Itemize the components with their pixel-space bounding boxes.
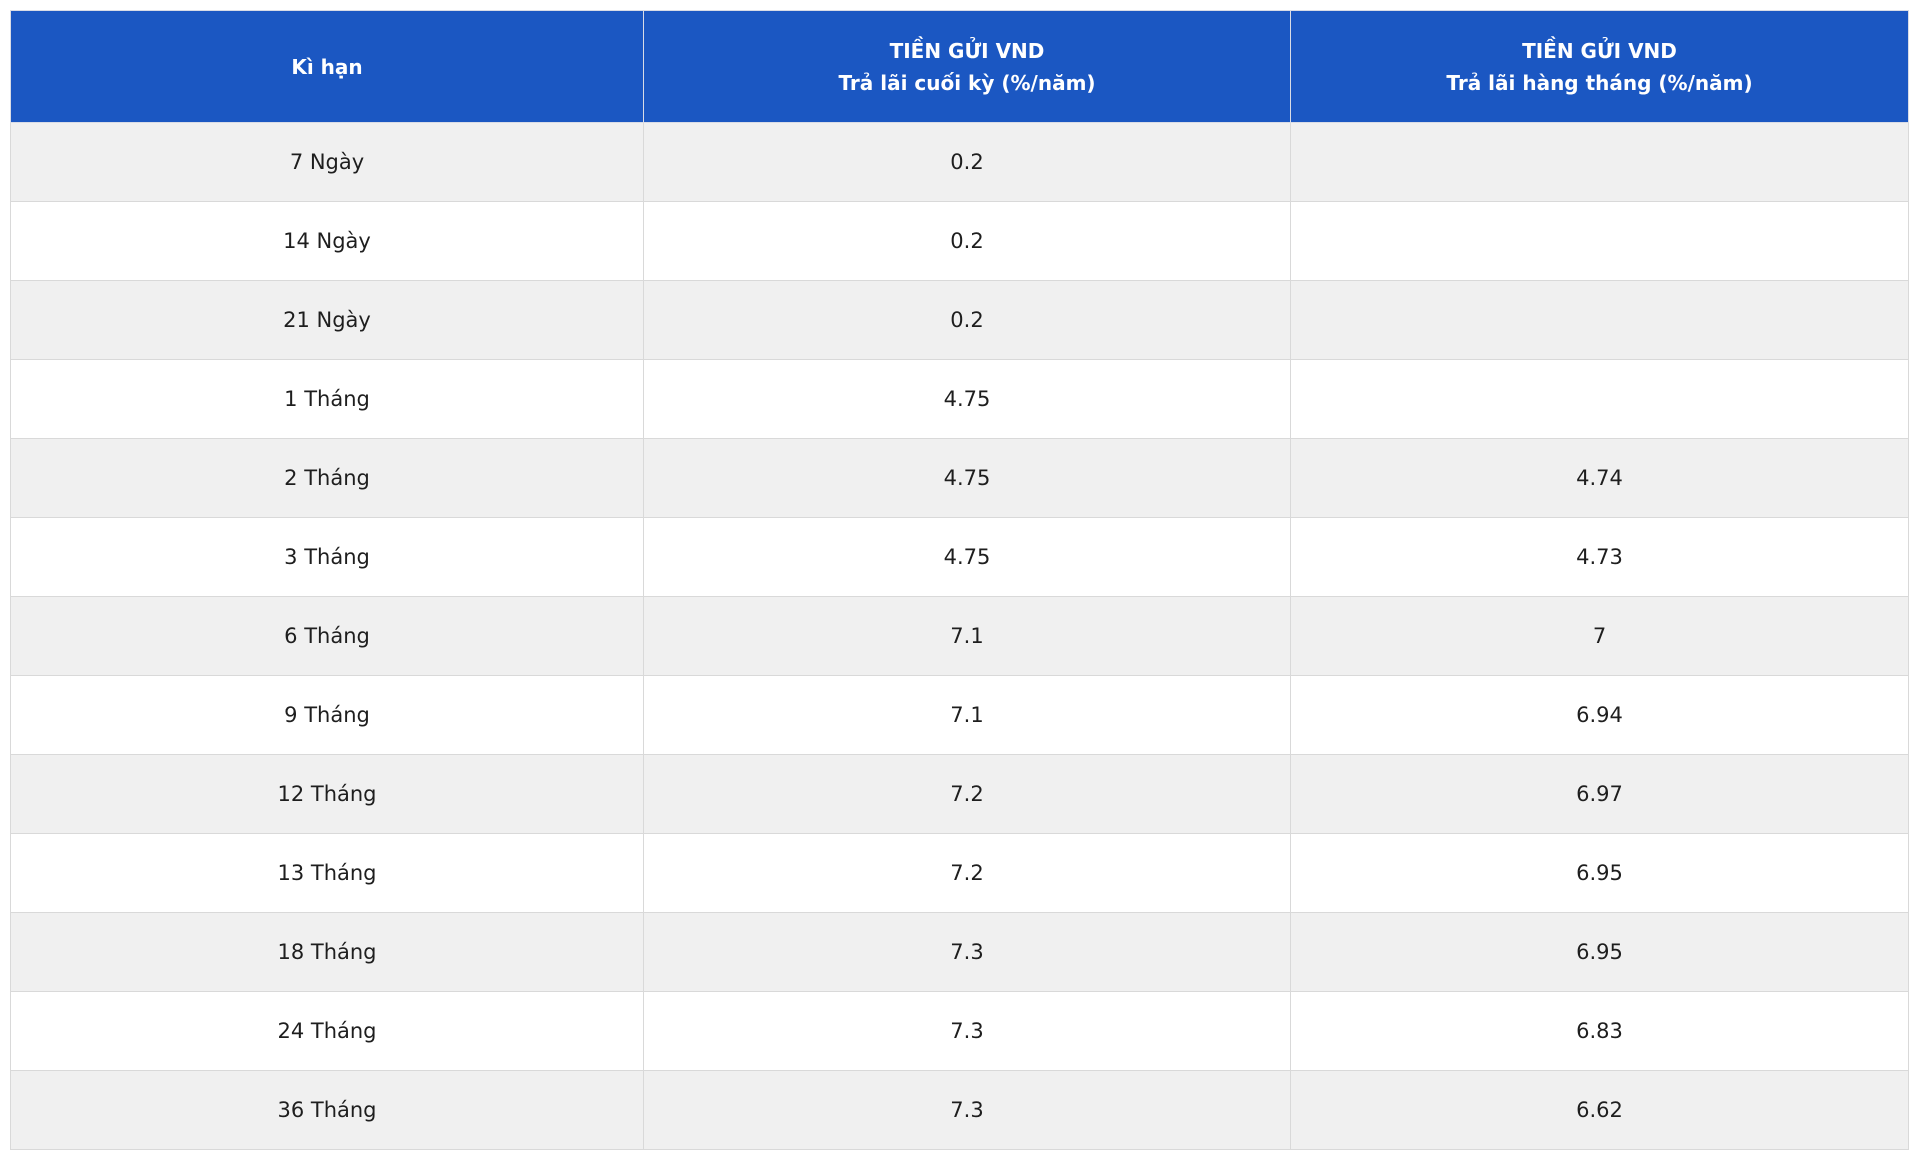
header-rate-end-of-term: TIỀN GỬI VND Trả lãi cuối kỳ (%/năm) [643, 10, 1291, 123]
table-row: 9 Tháng 7.1 6.94 [10, 675, 1909, 755]
rate-end-of-term-cell: 7.2 [643, 833, 1291, 913]
rate-monthly-cell: 6.62 [1290, 1070, 1909, 1150]
table-row: 6 Tháng 7.1 7 [10, 596, 1909, 676]
header-rate-monthly: TIỀN GỬI VND Trả lãi hàng tháng (%/năm) [1290, 10, 1909, 123]
header-rate-monthly-line1: TIỀN GỬI VND [1522, 38, 1677, 63]
rate-end-of-term-cell: 7.3 [643, 1070, 1291, 1150]
rate-monthly-cell [1290, 122, 1909, 202]
deposit-rates-table: Kì hạn TIỀN GỬI VND Trả lãi cuối kỳ (%/n… [10, 10, 1909, 1150]
rate-monthly-cell: 6.94 [1290, 675, 1909, 755]
term-cell: 9 Tháng [10, 675, 644, 755]
rate-monthly-cell [1290, 201, 1909, 281]
table-row: 1 Tháng 4.75 [10, 359, 1909, 439]
table-row: 12 Tháng 7.2 6.97 [10, 754, 1909, 834]
rate-end-of-term-cell: 0.2 [643, 280, 1291, 360]
rate-end-of-term-cell: 4.75 [643, 359, 1291, 439]
term-cell: 2 Tháng [10, 438, 644, 518]
table-row: 13 Tháng 7.2 6.95 [10, 833, 1909, 913]
rate-monthly-cell: 6.95 [1290, 912, 1909, 992]
term-cell: 18 Tháng [10, 912, 644, 992]
term-cell: 21 Ngày [10, 280, 644, 360]
rate-end-of-term-cell: 7.3 [643, 912, 1291, 992]
table-header-row: Kì hạn TIỀN GỬI VND Trả lãi cuối kỳ (%/n… [10, 10, 1909, 123]
term-cell: 14 Ngày [10, 201, 644, 281]
rate-end-of-term-cell: 4.75 [643, 517, 1291, 597]
table-row: 7 Ngày 0.2 [10, 122, 1909, 202]
rate-end-of-term-cell: 0.2 [643, 201, 1291, 281]
rate-monthly-cell: 6.95 [1290, 833, 1909, 913]
term-cell: 3 Tháng [10, 517, 644, 597]
header-rate-end-of-term-line2: Trả lãi cuối kỳ (%/năm) [838, 70, 1096, 95]
rate-monthly-cell [1290, 280, 1909, 360]
term-cell: 36 Tháng [10, 1070, 644, 1150]
rate-monthly-cell [1290, 359, 1909, 439]
term-cell: 6 Tháng [10, 596, 644, 676]
rate-monthly-cell: 6.83 [1290, 991, 1909, 1071]
term-cell: 13 Tháng [10, 833, 644, 913]
rate-end-of-term-cell: 7.1 [643, 596, 1291, 676]
rate-end-of-term-cell: 7.1 [643, 675, 1291, 755]
rate-end-of-term-cell: 7.2 [643, 754, 1291, 834]
term-cell: 12 Tháng [10, 754, 644, 834]
header-term-label: Kì hạn [291, 54, 363, 79]
rate-monthly-cell: 6.97 [1290, 754, 1909, 834]
rate-monthly-cell: 7 [1290, 596, 1909, 676]
rate-end-of-term-cell: 0.2 [643, 122, 1291, 202]
term-cell: 24 Tháng [10, 991, 644, 1071]
table-row: 21 Ngày 0.2 [10, 280, 1909, 360]
table-row: 2 Tháng 4.75 4.74 [10, 438, 1909, 518]
table-row: 3 Tháng 4.75 4.73 [10, 517, 1909, 597]
header-term: Kì hạn [10, 10, 644, 123]
rate-monthly-cell: 4.74 [1290, 438, 1909, 518]
header-rate-monthly-line2: Trả lãi hàng tháng (%/năm) [1446, 70, 1753, 95]
rate-monthly-cell: 4.73 [1290, 517, 1909, 597]
rate-end-of-term-cell: 7.3 [643, 991, 1291, 1071]
rate-end-of-term-cell: 4.75 [643, 438, 1291, 518]
table-row: 24 Tháng 7.3 6.83 [10, 991, 1909, 1071]
table-row: 14 Ngày 0.2 [10, 201, 1909, 281]
header-rate-end-of-term-line1: TIỀN GỬI VND [889, 38, 1045, 63]
term-cell: 1 Tháng [10, 359, 644, 439]
table-row: 18 Tháng 7.3 6.95 [10, 912, 1909, 992]
term-cell: 7 Ngày [10, 122, 644, 202]
table-row: 36 Tháng 7.3 6.62 [10, 1070, 1909, 1150]
